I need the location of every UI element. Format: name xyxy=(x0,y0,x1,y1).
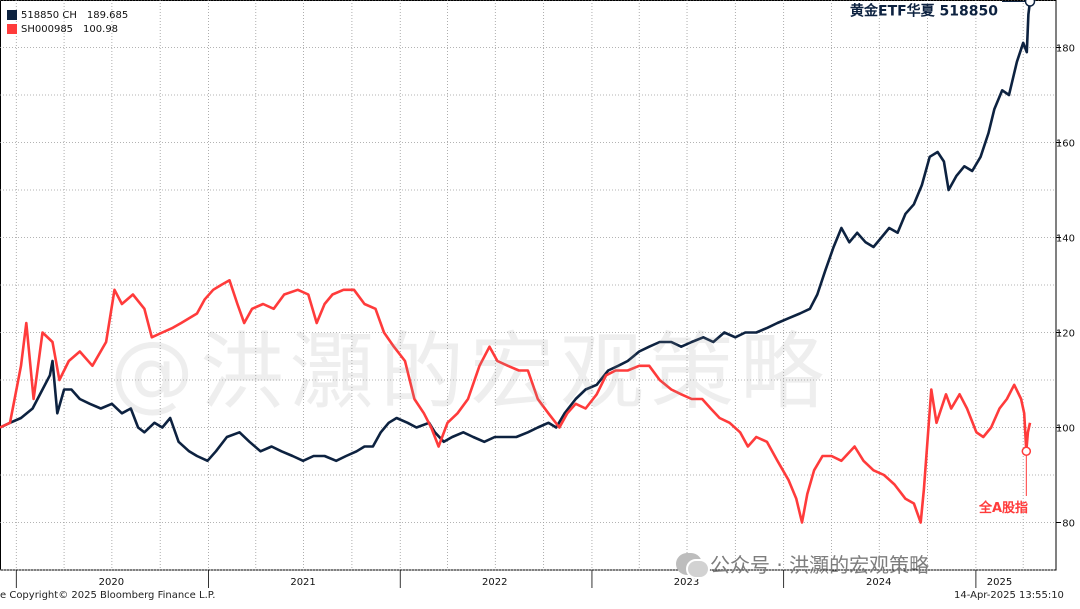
x-tick-label: 2022 xyxy=(482,577,507,588)
legend-item-a-share: SH000985 100.98 xyxy=(7,22,128,36)
wechat-badge: 公众号 · 洪灝的宏观策略 xyxy=(676,549,930,579)
y-tick-label: 120 xyxy=(1056,329,1075,340)
y-tick-label: 80 xyxy=(1062,519,1075,530)
timestamp-footer: 14-Apr-2025 13:55:10 xyxy=(954,590,1064,601)
y-tick-label: 100 xyxy=(1056,424,1075,435)
annotation-label-a-share: 全A股指 xyxy=(978,500,1028,516)
x-tick-label: 2024 xyxy=(866,577,891,588)
legend-label-a-share: SH000985 xyxy=(21,23,74,35)
annotation-marker-a-share xyxy=(1021,446,1032,456)
legend-value-a-share: 100.98 xyxy=(83,23,119,35)
copyright-footer: e Copyright© 2025 Bloomberg Finance L.P. xyxy=(0,590,216,601)
x-tick-label: 2021 xyxy=(290,577,315,588)
x-tick-label: 2023 xyxy=(674,577,699,588)
legend: 518850 CH 189.685 SH000985 100.98 xyxy=(7,8,128,36)
series-line-a-share xyxy=(0,279,1032,524)
y-tick-label: 180 xyxy=(1056,44,1075,55)
legend-swatch-a-share xyxy=(7,24,17,34)
annotation-label-gold-etf: 黄金ETF华夏 518850 xyxy=(850,2,998,19)
legend-label-gold-etf: 518850 CH xyxy=(21,9,77,21)
annotation-marker-gold-etf xyxy=(1024,0,1036,7)
x-tick-label: 2020 xyxy=(99,577,124,588)
legend-swatch-gold-etf xyxy=(7,10,17,20)
x-tick-label: 2025 xyxy=(987,577,1012,588)
y-tick-label: 160 xyxy=(1056,139,1075,150)
wechat-icon xyxy=(676,552,710,579)
series-line-gold-etf xyxy=(0,1,1032,463)
wechat-label: 公众号 · 洪灝的宏观策略 xyxy=(710,553,930,577)
y-tick-label: 140 xyxy=(1056,234,1075,245)
legend-item-gold-etf: 518850 CH 189.685 xyxy=(7,8,128,22)
legend-value-gold-etf: 189.685 xyxy=(86,9,129,21)
